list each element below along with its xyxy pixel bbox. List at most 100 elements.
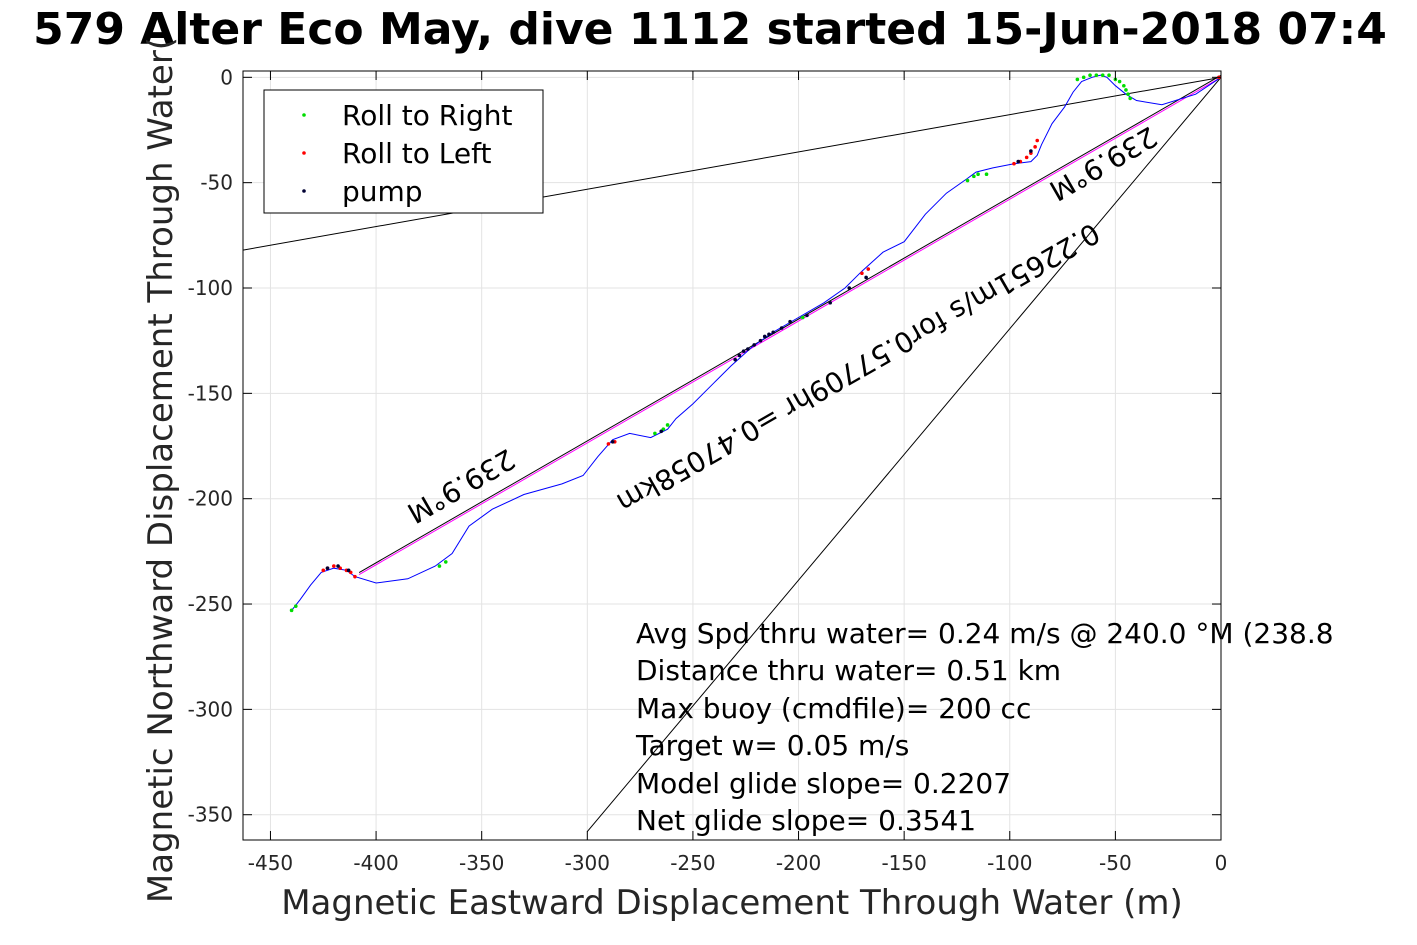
x-tick-label: -450 xyxy=(248,851,293,875)
net-course-line xyxy=(358,76,1222,575)
stat-target-w: Target w= 0.05 m/s xyxy=(635,729,909,762)
point-pump xyxy=(746,347,750,351)
y-axis: 0 -50 -100 -150 -200 -250 -300 -350 xyxy=(188,65,1221,827)
x-tick-label: -200 xyxy=(776,851,821,875)
plot-frame xyxy=(242,70,1222,841)
y-tick-label: -50 xyxy=(200,171,233,195)
point-roll-left xyxy=(321,568,326,573)
y-tick-label: -300 xyxy=(188,697,233,721)
point-roll-right xyxy=(1107,73,1111,78)
point-roll-right xyxy=(443,560,448,564)
point-pump xyxy=(752,343,756,347)
point-pump xyxy=(1029,149,1033,153)
annotation-label: 239.9°M xyxy=(1044,120,1163,208)
point-roll-right xyxy=(1088,73,1092,78)
x-tick-label: 0 xyxy=(1215,851,1228,875)
point-roll-right xyxy=(1117,79,1122,84)
point-roll-right xyxy=(800,315,805,320)
point-roll-left xyxy=(1012,161,1016,166)
point-roll-left xyxy=(866,267,871,271)
point-pump xyxy=(779,326,784,330)
point-roll-left xyxy=(353,574,357,579)
x-tick-label: -50 xyxy=(1099,851,1132,875)
point-roll-right xyxy=(1128,96,1132,101)
x-tick-label: -350 xyxy=(459,851,504,875)
y-axis-label: Magnetic Northward Displacement Through … xyxy=(141,37,181,903)
chart-title: 579 Alter Eco May, dive 1112 started 15-… xyxy=(33,4,1387,55)
point-roll-right xyxy=(665,423,670,427)
legend-box xyxy=(263,89,544,214)
point-pump xyxy=(828,300,833,305)
point-pump xyxy=(805,313,809,318)
annotation-label: 239.9°M xyxy=(402,442,521,530)
y-tick-label: -200 xyxy=(188,487,233,511)
point-roll-right xyxy=(1126,92,1130,96)
legend-marker-roll-left xyxy=(302,151,306,155)
point-roll-right xyxy=(437,564,442,568)
point-roll-right xyxy=(1100,73,1105,78)
legend: Roll to Right Roll to Left pump xyxy=(263,89,544,214)
x-tick-label: -250 xyxy=(670,851,715,875)
point-roll-left xyxy=(1024,155,1029,160)
point-pump xyxy=(659,429,664,434)
point-roll-right xyxy=(984,172,989,177)
stat-distance: Distance thru water= 0.51 km xyxy=(636,654,1061,687)
point-pump xyxy=(864,275,868,280)
legend-marker-pump xyxy=(302,189,306,193)
point-pump xyxy=(346,568,351,573)
point-roll-left xyxy=(1035,138,1040,143)
series-layer xyxy=(289,73,1222,613)
point-roll-right xyxy=(976,172,980,177)
guide-lines xyxy=(242,74,1222,832)
point-roll-left xyxy=(332,564,336,568)
y-tick-label: -100 xyxy=(188,276,233,300)
stat-net-glide: Net glide slope= 0.3541 xyxy=(636,804,976,837)
point-roll-right xyxy=(972,174,976,179)
legend-marker-roll-right xyxy=(302,113,306,117)
x-tick-label: -400 xyxy=(353,851,398,875)
x-axis: -450 -400 -350 -300 -250 -200 -150 -100 -50 0 xyxy=(248,71,1228,875)
point-pump xyxy=(733,357,737,362)
point-roll-right xyxy=(1081,75,1086,80)
point-roll-right xyxy=(1122,83,1126,88)
x-tick-label: -100 xyxy=(987,851,1032,875)
point-pump xyxy=(325,566,330,571)
point-roll-right xyxy=(1075,77,1080,82)
guide-line xyxy=(242,76,1222,251)
point-pump xyxy=(847,286,852,290)
point-roll-left xyxy=(606,442,611,446)
point-roll-left xyxy=(1033,145,1037,149)
point-pump xyxy=(771,330,775,335)
point-pump xyxy=(767,332,771,337)
y-tick-label: 0 xyxy=(220,65,233,89)
point-pump xyxy=(1016,159,1021,164)
stat-model-glide: Model glide slope= 0.2207 xyxy=(636,767,1011,800)
guide-line xyxy=(586,76,1222,832)
x-tick-label: -150 xyxy=(881,851,926,875)
point-roll-right xyxy=(294,604,298,608)
x-tick-label: -300 xyxy=(565,851,610,875)
y-tick-label: -250 xyxy=(188,592,233,616)
point-roll-right xyxy=(1094,73,1099,78)
point-roll-left xyxy=(860,271,864,276)
x-axis-label: Magnetic Eastward Displacement Through W… xyxy=(281,883,1183,923)
heading-line xyxy=(358,74,1222,573)
legend-label-roll-right: Roll to Right xyxy=(342,99,513,132)
stat-max-buoy: Max buoy (cmdfile)= 200 cc xyxy=(636,692,1031,725)
y-tick-label: -150 xyxy=(188,381,233,405)
stats-block: Avg Spd thru water= 0.24 m/s @ 240.0 °M … xyxy=(635,617,1334,837)
point-pump xyxy=(758,338,763,343)
point-roll-right xyxy=(289,608,294,613)
point-pump xyxy=(788,319,792,324)
point-pump xyxy=(741,349,746,354)
annotation-label: 0.22651m/s for0.57709hr =0.47058km xyxy=(611,216,1105,519)
point-pump xyxy=(336,564,340,568)
legend-label-pump: pump xyxy=(342,175,423,208)
point-pump xyxy=(610,440,615,444)
point-pump xyxy=(737,353,742,358)
stat-avg-speed: Avg Spd thru water= 0.24 m/s @ 240.0 °M … xyxy=(636,617,1334,650)
legend-label-roll-left: Roll to Left xyxy=(342,137,491,170)
point-pump xyxy=(762,334,767,339)
point-roll-right xyxy=(1124,88,1128,92)
